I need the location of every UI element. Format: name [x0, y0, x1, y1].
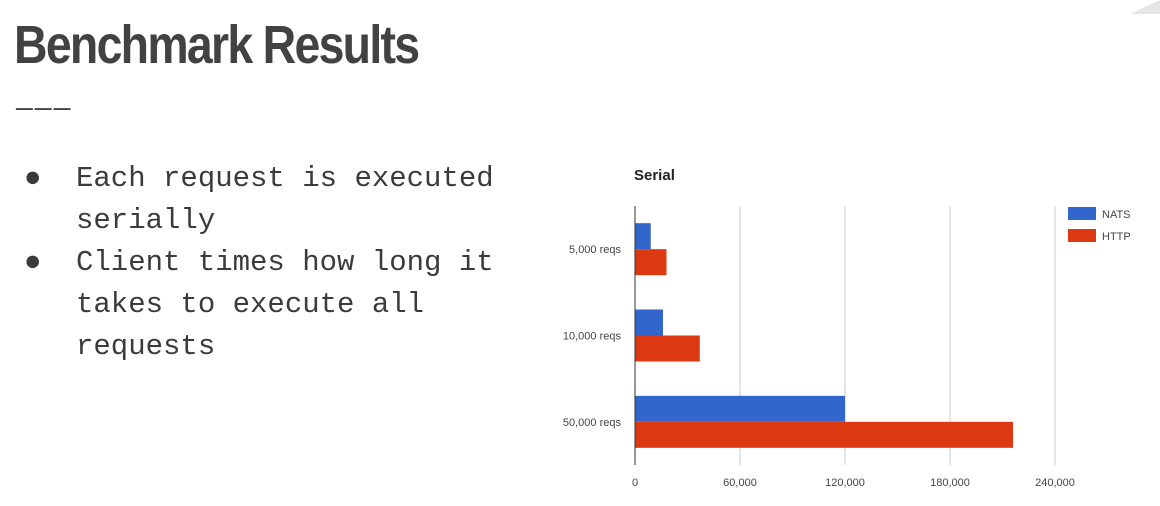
legend-label: NATS — [1102, 209, 1131, 221]
chart-title: Serial — [634, 167, 675, 184]
legend-swatch-http — [1068, 229, 1096, 242]
chart-svg: 0 60,000 120,000 180,000 240,000 5,000 reqs 10… — [563, 206, 1131, 489]
bar-http — [635, 335, 700, 362]
bullet-dot: ● — [24, 246, 42, 279]
x-tick-label: 180,000 — [930, 477, 970, 489]
bar-nats — [635, 395, 845, 422]
title-rule: ——— — [16, 94, 73, 125]
bar-nats — [635, 223, 651, 250]
bullet-item: ● Each request is executed serially — [24, 158, 496, 242]
category-label: 10,000 reqs — [563, 331, 622, 343]
bullet-text: Each request is executed serially — [76, 162, 494, 237]
bar-http — [635, 421, 1013, 448]
x-tick-label: 0 — [632, 477, 638, 489]
legend-label: HTTP — [1102, 231, 1131, 243]
bullet-text: Client times how long it takes to execut… — [76, 246, 494, 363]
bullet-list: ● Each request is executed serially ● Cl… — [24, 158, 496, 368]
bar-nats — [635, 309, 663, 336]
category-label: 5,000 reqs — [569, 244, 621, 256]
bullet-item: ● Client times how long it takes to exec… — [24, 242, 496, 368]
x-tick-label: 60,000 — [723, 477, 757, 489]
x-tick-label: 120,000 — [825, 477, 865, 489]
slide-title: Benchmark Results — [14, 15, 420, 75]
bullet-dot: ● — [24, 162, 42, 195]
legend-swatch-nats — [1068, 207, 1096, 220]
bar-http — [635, 249, 667, 276]
serial-chart: Serial 0 60,000 120,000 180,000 240,000 5,000… — [520, 150, 1160, 500]
x-tick-label: 240,000 — [1035, 477, 1075, 489]
category-label: 50,000 reqs — [563, 417, 622, 429]
corner-decoration — [1130, 0, 1160, 14]
